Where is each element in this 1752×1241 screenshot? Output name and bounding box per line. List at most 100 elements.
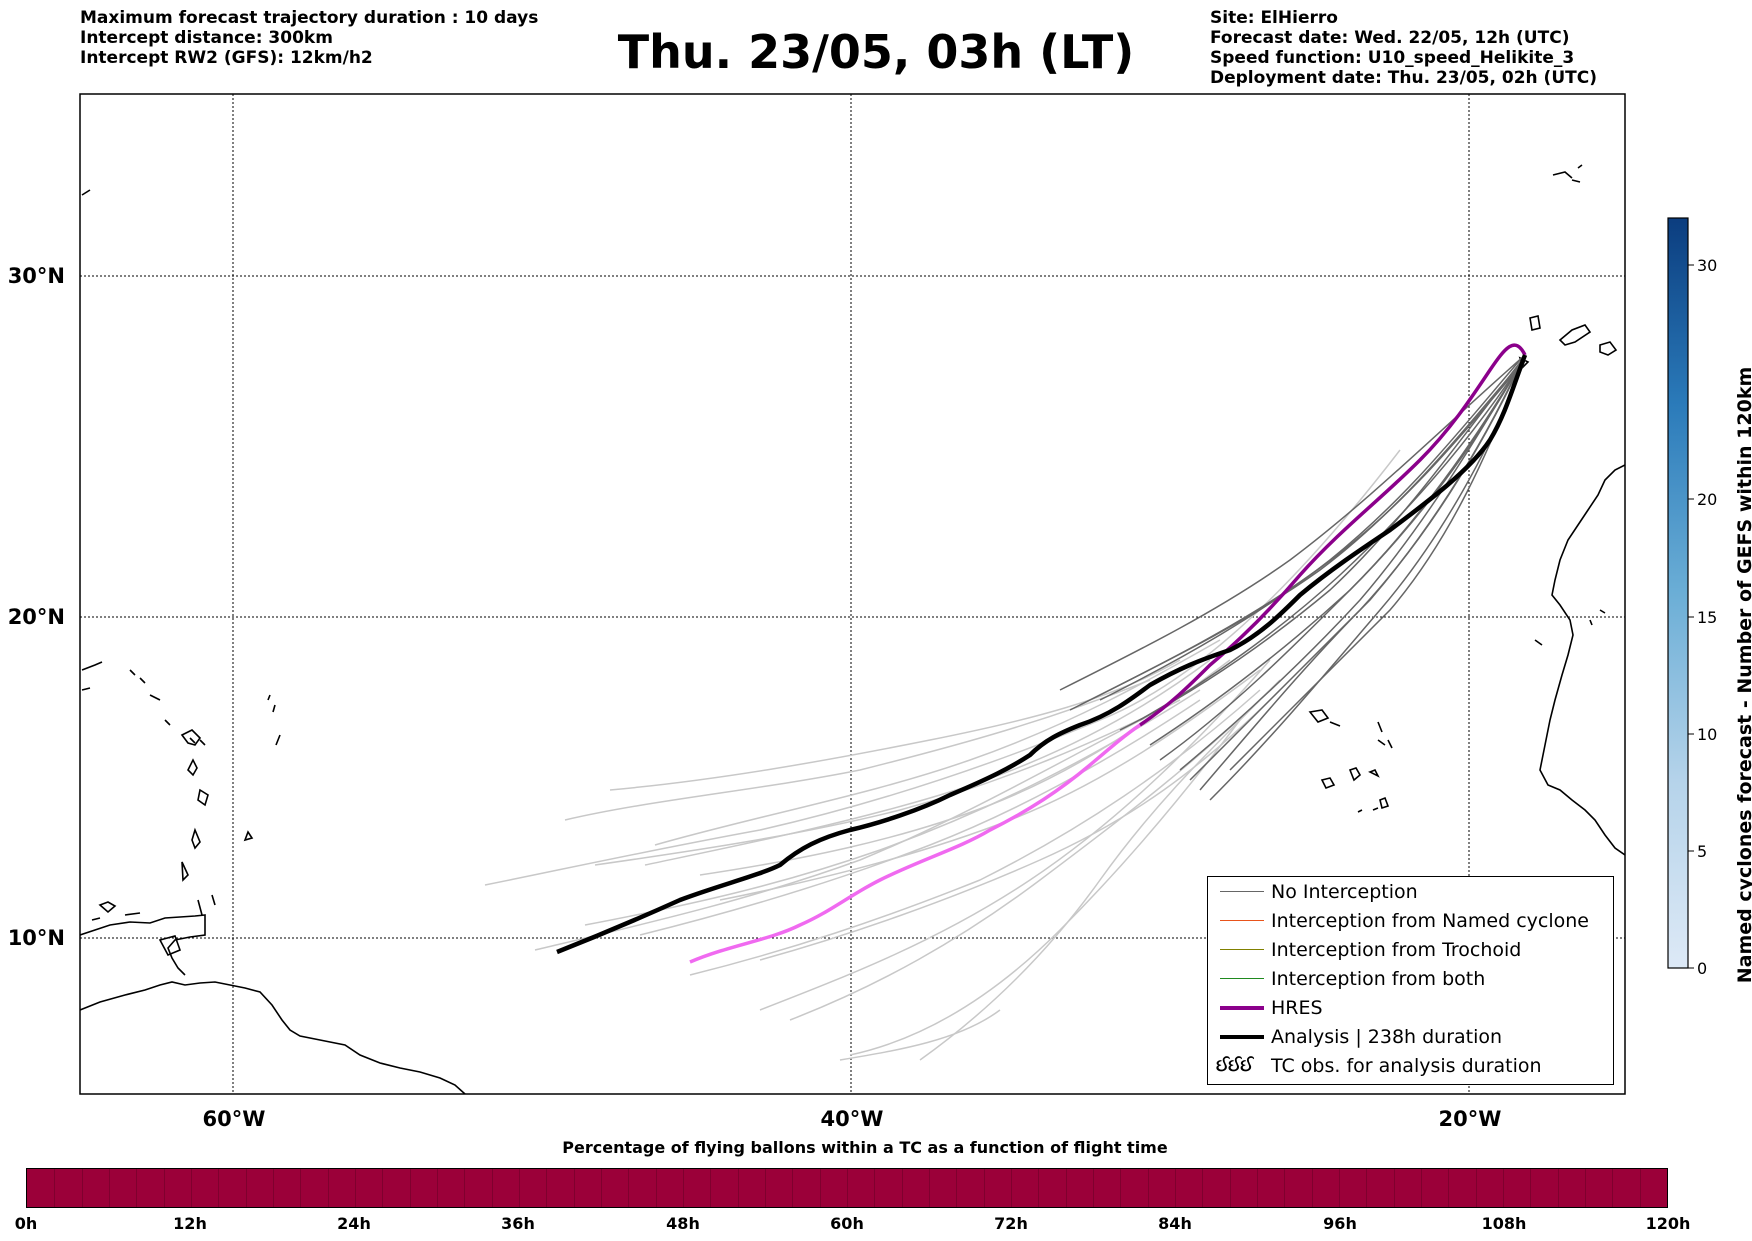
colorbar-segment-divider [710, 1169, 712, 1207]
colorbar-segment-divider [1557, 1169, 1559, 1207]
africa-west-islands [1534, 609, 1606, 646]
colorbar-segment-divider [519, 1169, 520, 1207]
header-info-right: Site: ElHierro Forecast date: Wed. 22/05… [1210, 8, 1597, 88]
colorbar-segment-divider [1585, 1169, 1586, 1207]
deployment-date-text: Deployment date: Thu. 23/05, 02h (UTC) [1210, 68, 1597, 88]
colorbar-segment-divider [1202, 1169, 1204, 1207]
colorbar-segment-divider [355, 1169, 356, 1207]
time-tick-108h: 108h [1481, 1214, 1527, 1233]
colorbar-segment-divider [765, 1169, 766, 1207]
colorbar-segment-divider [874, 1169, 876, 1207]
colorbar-segment-divider [1147, 1169, 1149, 1207]
colorbar-segment-divider [409, 1169, 411, 1207]
legend-label: Analysis | 238h duration [1271, 1026, 1503, 1048]
colorbar-segment-divider [300, 1169, 302, 1207]
madeira [1552, 164, 1583, 183]
max-duration-text: Maximum forecast trajectory duration : 1… [80, 8, 539, 28]
venezuela-coast [80, 914, 206, 976]
africa-coast [1539, 464, 1625, 856]
legend-label: HRES [1271, 997, 1323, 1019]
legend-item-tc-obs: ઈઈઈ TC obs. for analysis duration [1208, 1054, 1613, 1078]
time-tick-36h: 36h [501, 1214, 535, 1233]
colorbar-segment-divider [245, 1169, 247, 1207]
colorbar-segment-divider [1639, 1169, 1641, 1207]
cape-verde-islands [1308, 709, 1393, 813]
colorbar-segment-divider [273, 1169, 274, 1207]
lat-label-30n: 30°N [8, 264, 65, 288]
colorbar-segment-divider [109, 1169, 110, 1207]
intercept-distance-text: Intercept distance: 300km [80, 28, 333, 48]
colorbar-segment-divider [628, 1169, 630, 1207]
colorbar-segment-divider [163, 1169, 165, 1207]
colorbar-segment-divider [819, 1169, 821, 1207]
speed-function-text: Speed function: U10_speed_Helikite_3 [1210, 48, 1575, 68]
colorbar-segment-divider [1475, 1169, 1477, 1207]
colorbar-segment-divider [847, 1169, 848, 1207]
colorbar-segment-divider [382, 1169, 384, 1207]
bottom-colorbar-title: Percentage of flying ballons within a TC… [562, 1138, 1168, 1157]
colorbar-segment-divider [929, 1169, 930, 1207]
vbar-tick-30: 30 [1697, 256, 1717, 275]
colorbar-segment-divider [1011, 1169, 1012, 1207]
colorbar-segment-divider [655, 1169, 657, 1207]
forecast-date-text: Forecast date: Wed. 22/05, 12h (UTC) [1210, 28, 1570, 48]
lon-label-40w: 40°W [821, 1107, 884, 1131]
colorbar-segment-divider [1612, 1169, 1614, 1207]
time-tick-24h: 24h [337, 1214, 371, 1233]
colorbar-segment-divider [327, 1169, 329, 1207]
legend-label: Interception from Named cyclone [1271, 910, 1589, 932]
vertical-colorbar-gradient [1667, 217, 1689, 969]
canary-islands [1518, 315, 1618, 369]
colorbar-segment-divider [601, 1169, 602, 1207]
time-tick-0h: 0h [14, 1214, 38, 1233]
legend-swatch [1220, 949, 1264, 950]
time-tick-96h: 96h [1323, 1214, 1357, 1233]
vbar-tick-20: 20 [1697, 490, 1717, 509]
lat-label-20n: 20°N [8, 605, 65, 629]
colorbar-segment-divider [136, 1169, 138, 1207]
lon-axis-labels: 60°W 40°W 20°W [203, 1107, 1502, 1131]
colorbar-segment-divider [983, 1169, 985, 1207]
colorbar-segment-divider [1065, 1169, 1067, 1207]
abc-islands [91, 901, 141, 921]
colorbar-segment-divider [1120, 1169, 1122, 1207]
colorbar-segment-divider [464, 1169, 466, 1207]
south-america-coast [80, 981, 466, 1094]
time-tick-84h: 84h [1158, 1214, 1192, 1233]
legend-item-no-interception: No Interception [1208, 880, 1613, 904]
time-tick-12h: 12h [173, 1214, 207, 1233]
flight-time-colorbar [26, 1168, 1668, 1208]
colorbar-segment-divider [1503, 1169, 1504, 1207]
colorbar-segment-divider [1448, 1169, 1450, 1207]
colorbar-segment-divider [81, 1169, 83, 1207]
legend-item-named-cyclone: Interception from Named cyclone [1208, 909, 1613, 933]
legend-item-analysis: Analysis | 238h duration [1208, 1025, 1613, 1049]
vertical-colorbar-label: Named cyclones forecast - Number of GEFS… [1734, 366, 1752, 984]
legend-swatch [1220, 891, 1264, 892]
hres-track [1139, 343, 1527, 727]
colorbar-segment-divider [54, 1169, 56, 1207]
header-info-left: Maximum forecast trajectory duration : 1… [80, 8, 538, 68]
colorbar-segment-divider [191, 1169, 192, 1207]
colorbar-segment-divider [218, 1169, 220, 1207]
colorbar-segment-divider [1093, 1169, 1094, 1207]
puerto-rico-islands [81, 661, 206, 746]
analysis-track [556, 354, 1528, 955]
colorbar-segment-divider [1229, 1169, 1231, 1207]
lon-label-20w: 20°W [1439, 1107, 1502, 1131]
colorbar-segment-divider [1175, 1169, 1176, 1207]
colorbar-segment-divider [901, 1169, 903, 1207]
legend-item-trochoid: Interception from Trochoid [1208, 938, 1613, 962]
colorbar-segment-divider [737, 1169, 739, 1207]
time-tick-48h: 48h [666, 1214, 700, 1233]
colorbar-segment-divider [1393, 1169, 1395, 1207]
named-cyclones-colorbar: 0 5 10 15 20 30 [1667, 217, 1717, 978]
colorbar-segment-divider [1257, 1169, 1258, 1207]
colorbar-segment-divider [491, 1169, 493, 1207]
bermuda [81, 189, 91, 196]
time-tick-120h: 120h [1645, 1214, 1691, 1233]
colorbar-segment-divider [956, 1169, 958, 1207]
lesser-antilles [181, 694, 281, 916]
legend-item-both: Interception from both [1208, 967, 1613, 991]
legend-swatch [1220, 978, 1264, 979]
